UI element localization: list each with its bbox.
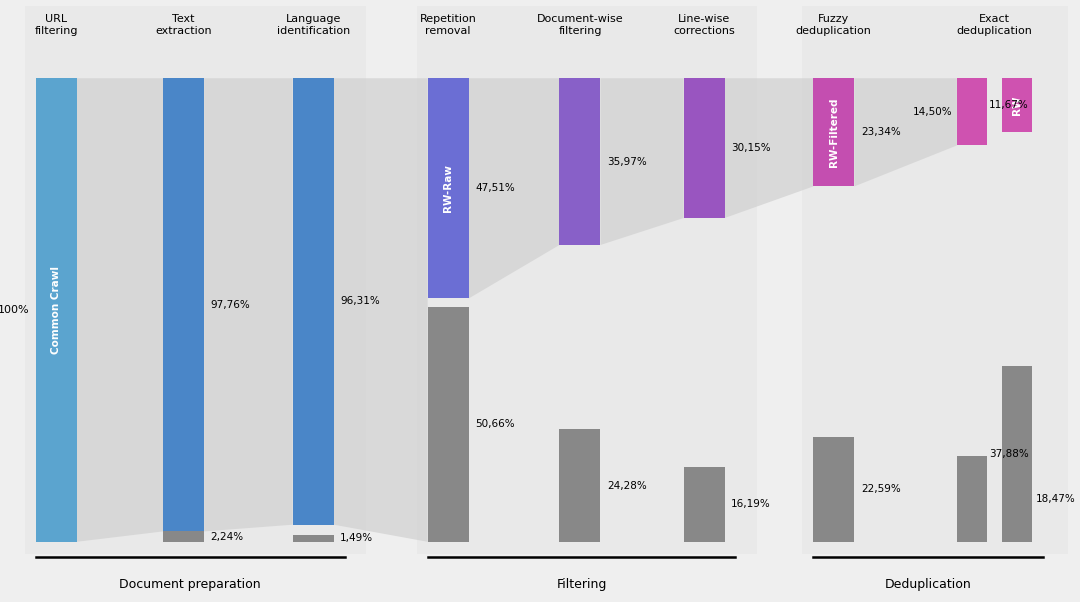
Bar [428,307,469,542]
Bar [684,78,725,218]
Text: Language
identification: Language identification [276,14,350,36]
Bar [684,467,725,542]
Text: 18,47%: 18,47% [1036,494,1076,504]
Polygon shape [77,78,163,542]
Text: Deduplication: Deduplication [885,578,972,591]
Text: 37,88%: 37,88% [989,449,1029,459]
Bar [813,437,854,542]
Text: Text
extraction: Text extraction [156,14,212,36]
Bar [293,78,334,525]
Bar [559,429,600,542]
Text: Exact
deduplication: Exact deduplication [957,14,1032,36]
Bar [957,456,987,542]
Text: RW-Raw: RW-Raw [443,164,454,213]
Bar [1002,366,1032,542]
Text: 35,97%: 35,97% [607,157,647,167]
Text: 24,28%: 24,28% [607,480,647,491]
Text: 47,51%: 47,51% [475,184,515,193]
Text: RW: RW [1012,96,1023,115]
Text: Fuzzy
deduplication: Fuzzy deduplication [796,14,872,36]
Bar [417,6,757,554]
Text: 30,15%: 30,15% [731,143,771,153]
Text: 22,59%: 22,59% [861,485,901,494]
Text: 50,66%: 50,66% [475,420,515,429]
Text: 97,76%: 97,76% [211,300,251,310]
Bar [559,78,600,245]
Text: 11,67%: 11,67% [989,101,1029,110]
Text: 2,24%: 2,24% [211,532,244,542]
Text: Line-wise
corrections: Line-wise corrections [673,14,735,36]
Text: 1,49%: 1,49% [340,533,374,544]
Bar [802,6,1068,554]
Bar [428,78,469,299]
Bar [957,78,987,146]
Text: 96,31%: 96,31% [340,296,380,306]
Bar [36,78,77,542]
Polygon shape [854,78,957,187]
Polygon shape [469,78,559,299]
Bar [163,532,204,542]
Text: Common Crawl: Common Crawl [51,266,62,354]
Polygon shape [600,78,684,245]
Bar [25,6,366,554]
Polygon shape [334,78,428,542]
Text: 100%: 100% [0,305,29,315]
Text: Document preparation: Document preparation [119,578,261,591]
Bar [1002,78,1032,132]
Text: Document-wise
filtering: Document-wise filtering [537,14,623,36]
Text: URL
filtering: URL filtering [35,14,78,36]
Text: Filtering: Filtering [556,578,607,591]
Text: RW-Filtered: RW-Filtered [828,98,839,167]
Text: 14,50%: 14,50% [913,107,953,117]
Bar [293,535,334,542]
Text: Repetition
removal: Repetition removal [420,14,476,36]
Text: 23,34%: 23,34% [861,128,901,137]
Polygon shape [725,78,813,218]
Polygon shape [204,78,293,532]
Text: 16,19%: 16,19% [731,499,771,509]
Bar [813,78,854,187]
Bar [163,78,204,532]
